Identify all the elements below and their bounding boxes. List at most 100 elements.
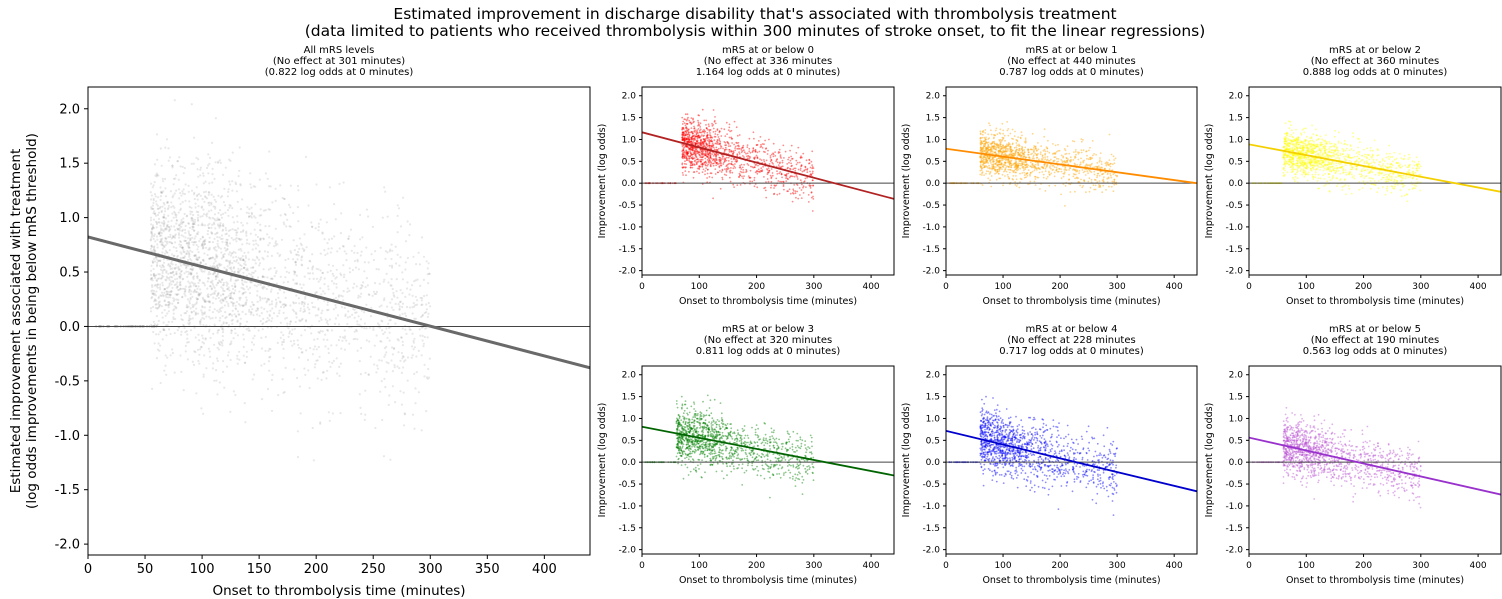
scatter-point (163, 203, 166, 206)
scatter-point (1004, 161, 1006, 164)
scatter-point (168, 293, 172, 296)
scatter-point (359, 213, 362, 217)
scatter-point (198, 353, 201, 356)
scatter-point (984, 140, 987, 143)
scatter-point (699, 141, 701, 144)
scatter-point (243, 361, 246, 364)
scatter-point (753, 157, 756, 160)
scatter-point (231, 207, 234, 210)
scatter-point (367, 215, 370, 218)
scatter-point (314, 314, 317, 317)
scatter-point (414, 304, 417, 307)
scatter-point (209, 317, 212, 320)
scatter-point (258, 295, 261, 298)
scatter-point (227, 214, 230, 217)
y-tick-label: 0.0 (622, 179, 637, 189)
scatter-point (242, 271, 245, 274)
scatter-point (730, 149, 733, 152)
scatter-point (312, 348, 315, 351)
scatter-point (685, 163, 688, 166)
scatter-point (681, 150, 683, 153)
scatter-point (427, 282, 430, 285)
scatter-point (164, 217, 167, 220)
scatter-point (158, 277, 161, 280)
y-tick-label: 1.5 (59, 157, 80, 172)
panel-0-y-axis-label-line-1: Estimated improvement associated with tr… (8, 149, 24, 494)
scatter-point (249, 172, 252, 175)
scatter-point (231, 297, 235, 301)
scatter-point (286, 322, 289, 325)
scatter-point (1034, 167, 1036, 170)
scatter-point (386, 251, 389, 254)
scatter-point (779, 180, 781, 183)
scatter-point (256, 290, 259, 293)
scatter-point (221, 326, 224, 330)
scatter-point (992, 165, 995, 168)
scatter-point (374, 250, 377, 253)
scatter-point (683, 138, 686, 141)
scatter-point (985, 158, 988, 161)
scatter-point (708, 142, 711, 145)
scatter-point (207, 315, 211, 318)
scatter-point (230, 236, 233, 240)
scatter-point (685, 146, 688, 148)
scatter-point (334, 296, 338, 299)
scatter-point (188, 290, 191, 294)
scatter-point (163, 369, 166, 372)
scatter-point (179, 264, 183, 267)
scatter-point (179, 245, 182, 248)
scatter-point (156, 238, 159, 241)
scatter-point (765, 147, 768, 150)
scatter-point (1014, 164, 1017, 167)
scatter-point (166, 293, 169, 296)
scatter-point (191, 225, 194, 228)
scatter-point (169, 265, 172, 268)
scatter-point (1045, 146, 1048, 149)
scatter-point (166, 304, 170, 307)
scatter-point (1002, 129, 1005, 132)
scatter-point (198, 339, 201, 342)
scatter-point (1054, 144, 1057, 147)
scatter-point (711, 125, 714, 127)
scatter-point (201, 243, 204, 246)
scatter-point (170, 283, 173, 286)
scatter-point (225, 259, 228, 262)
scatter-point (266, 320, 269, 323)
scatter-point (700, 153, 703, 156)
scatter-point (1057, 150, 1060, 152)
scatter-point (689, 147, 691, 150)
scatter-point (1091, 162, 1093, 165)
scatter-point (1075, 153, 1077, 156)
scatter-point (991, 146, 994, 149)
scatter-point (181, 246, 184, 249)
scatter-point (319, 316, 322, 319)
scatter-point (316, 359, 319, 362)
scatter-point (683, 166, 685, 169)
scatter-point (810, 173, 813, 176)
scatter-point (207, 248, 210, 251)
scatter-point (412, 341, 415, 344)
scatter-point (685, 138, 688, 141)
scatter-point (683, 139, 686, 142)
scatter-point (160, 266, 163, 269)
scatter-point (980, 142, 982, 145)
scatter-point (707, 157, 710, 160)
scatter-point (313, 338, 316, 341)
scatter-point (683, 134, 685, 137)
scatter-point (1001, 157, 1003, 159)
scatter-point (163, 287, 166, 291)
scatter-point (419, 296, 422, 299)
scatter-point (216, 272, 220, 275)
scatter-point (789, 175, 792, 178)
scatter-point (166, 356, 169, 359)
scatter-point (681, 143, 683, 146)
scatter-point (339, 272, 342, 275)
scatter-point (420, 299, 423, 302)
scatter-point (709, 140, 712, 143)
scatter-point (412, 348, 415, 351)
scatter-point (324, 318, 327, 321)
scatter-point (164, 187, 167, 190)
x-tick-label: 150 (247, 562, 272, 577)
scatter-point (1009, 163, 1011, 165)
scatter-point (803, 181, 805, 183)
